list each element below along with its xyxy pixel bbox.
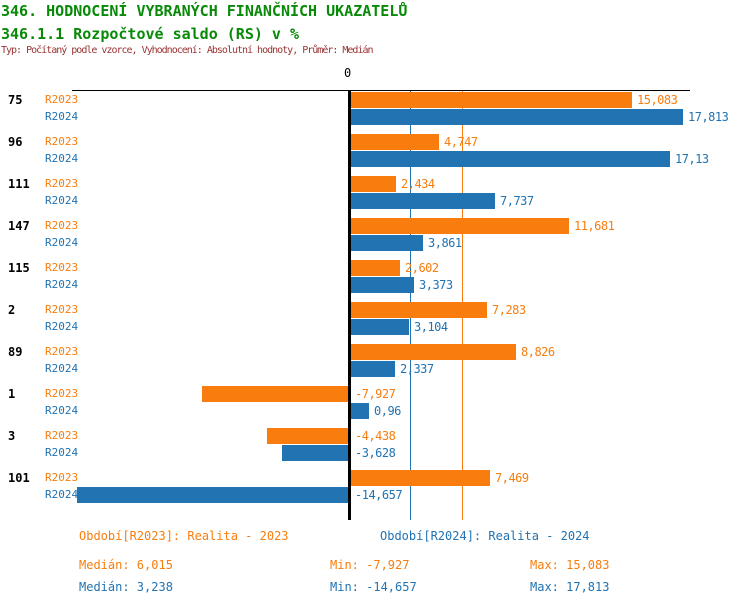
report-title: 346. HODNOCENÍ VYBRANÝCH FINANČNÍCH UKAZ… [1,2,408,20]
bar-r2024-111 [351,193,495,209]
series-label-r2023: R2023 [45,345,79,358]
series-label-r2024: R2024 [45,446,79,459]
bar-r2024-96 [351,151,670,167]
value-label-r2024-147: 3,861 [428,236,462,250]
series-label-r2023: R2023 [45,177,79,190]
category-label: 96 [8,135,23,149]
series-label-r2023: R2023 [45,219,79,232]
bar-r2024-75 [351,109,683,125]
series-label-r2024: R2024 [45,152,79,165]
zero-axis-label: 0 [344,66,352,80]
value-label-r2024-3: -3,628 [355,446,396,460]
stat-max-r2023: Max: 15,083 [530,558,610,572]
value-label-r2024-96: 17,13 [675,152,709,166]
value-label-r2023-111: 2,434 [401,177,435,191]
series-label-r2024: R2024 [45,236,79,249]
value-label-r2023-115: 2,602 [405,261,439,275]
value-label-r2023-89: 8,826 [521,345,555,359]
bar-r2024-2 [351,319,409,335]
bar-r2024-1 [351,403,369,419]
bar-r2023-89 [351,344,516,360]
series-label-r2024: R2024 [45,110,79,123]
value-label-r2024-115: 3,373 [419,278,453,292]
category-label: 115 [8,261,30,275]
category-label: 111 [8,177,30,191]
bar-r2023-101 [351,470,490,486]
category-label: 101 [8,471,30,485]
bar-r2024-101 [77,487,350,503]
bar-r2024-147 [351,235,423,251]
bar-r2024-89 [351,361,395,377]
stat-min-r2023: Min: -7,927 [330,558,410,572]
value-label-r2023-147: 11,681 [574,219,615,233]
stat-max-r2024: Max: 17,813 [530,580,610,594]
series-label-r2023: R2023 [45,135,79,148]
series-label-r2024: R2024 [45,404,79,417]
value-label-r2024-89: 2,337 [400,362,434,376]
value-label-r2023-3: -4,438 [355,429,396,443]
series-label-r2024: R2024 [45,488,79,501]
category-label: 2 [8,303,16,317]
bar-r2024-3 [282,445,350,461]
stat-median-r2024: Medián: 3,238 [79,580,173,594]
bar-r2023-75 [351,92,632,108]
value-label-r2024-101: -14,657 [355,488,403,502]
series-label-r2023: R2023 [45,261,79,274]
bar-r2023-96 [351,134,439,150]
report-meta-line: Typ: Počítaný podle vzorce, Vyhodnocení:… [1,45,374,56]
category-label: 89 [8,345,23,359]
value-label-r2023-1: -7,927 [355,387,396,401]
stat-min-r2024: Min: -14,657 [330,580,417,594]
stat-median-r2023: Medián: 6,015 [79,558,173,572]
series-label-r2023: R2023 [45,429,79,442]
bar-r2023-2 [351,302,487,318]
category-label: 147 [8,219,30,233]
series-label-r2023: R2023 [45,303,79,316]
series-label-r2023: R2023 [45,387,79,400]
category-label: 3 [8,429,16,443]
zero-axis-line [348,90,351,520]
series-label-r2024: R2024 [45,278,79,291]
value-label-r2024-111: 7,737 [500,194,534,208]
bar-r2023-115 [351,260,400,276]
legend-r2023: Období[R2023]: Realita - 2023 [79,529,289,543]
series-label-r2023: R2023 [45,471,79,484]
value-label-r2024-1: 0,96 [374,404,401,418]
value-label-r2024-2: 3,104 [414,320,448,334]
value-label-r2023-101: 7,469 [495,471,529,485]
value-label-r2023-96: 4,747 [444,135,478,149]
series-label-r2024: R2024 [45,362,79,375]
axis-top-line [72,90,690,91]
bar-r2023-1 [202,386,350,402]
value-label-r2024-75: 17,813 [688,110,729,124]
value-label-r2023-75: 15,083 [637,93,678,107]
series-label-r2023: R2023 [45,93,79,106]
series-label-r2024: R2024 [45,320,79,333]
series-label-r2024: R2024 [45,194,79,207]
bar-r2023-111 [351,176,396,192]
legend-r2024: Období[R2024]: Realita - 2024 [380,529,590,543]
category-label: 75 [8,93,23,107]
category-label: 1 [8,387,16,401]
bar-r2024-115 [351,277,414,293]
bar-r2023-3 [267,428,350,444]
report-subtitle: 346.1.1 Rozpočtové saldo (RS) v % [1,25,300,43]
value-label-r2023-2: 7,283 [492,303,526,317]
bar-r2023-147 [351,218,569,234]
